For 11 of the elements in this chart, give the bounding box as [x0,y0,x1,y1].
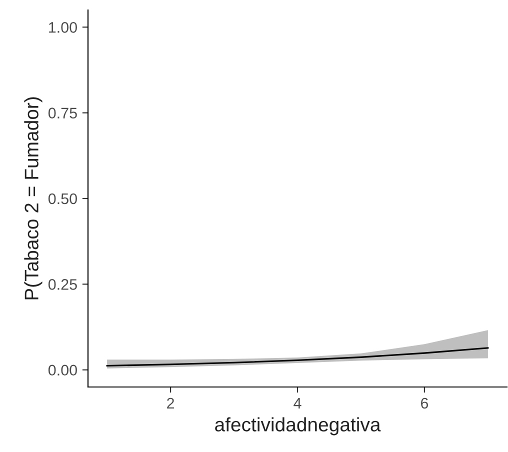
y-axis-title: P(Tabaco 2 = Fumador) [24,97,42,300]
y-tick-label: 0.00 [48,364,77,376]
y-tick-label: 1.00 [49,22,77,33]
x-tick-label: 2 [167,398,174,408]
x-tick-label: 6 [421,398,428,409]
x-axis-title: afectividadnegativa [215,417,381,436]
y-tick-label: 0.75 [48,108,77,119]
x-tick-label: 4 [294,398,302,408]
y-tick-label: 0.25 [48,279,77,290]
y-tick-label: 0.50 [48,193,77,204]
line-series [106,347,489,367]
